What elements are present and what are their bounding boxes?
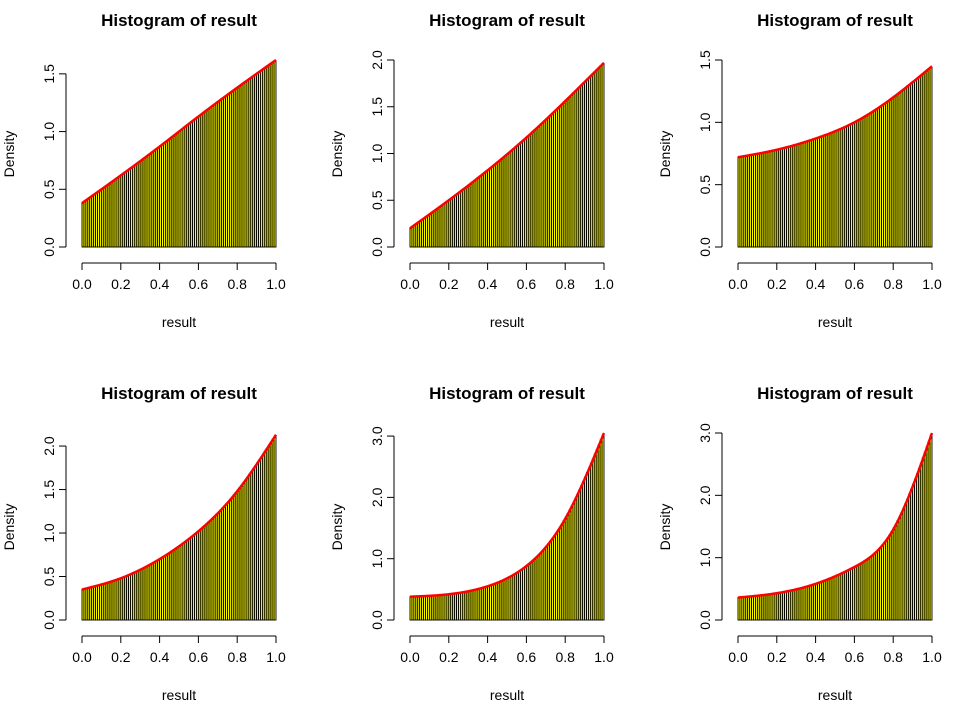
y-tick-label: 2.0 [41, 436, 57, 456]
x-tick-label: 0.4 [150, 649, 170, 665]
x-axis-label: result [490, 687, 524, 703]
histogram-bar [929, 435, 933, 621]
x-tick-label: 0.0 [72, 276, 92, 292]
y-axis-label: Density [1, 504, 17, 551]
x-tick-label: 0.6 [845, 276, 865, 292]
y-tick-label: 1.0 [41, 523, 57, 543]
x-tick-label: 0.4 [478, 276, 498, 292]
x-axis-label: result [818, 687, 852, 703]
chart-title: Histogram of result [101, 11, 257, 30]
x-tick-label: 0.2 [111, 649, 131, 665]
x-tick-label: 0.8 [555, 649, 575, 665]
histogram-panel-5: 0.0 0.2 0.4 0.6 0.8 1.0 0.0 1.0 2.0 3.0 Histogram … [329, 384, 614, 703]
x-tick-label: 1.0 [266, 276, 286, 292]
histogram-panel-6: 0.0 0.2 0.4 0.6 0.8 1.0 0.0 1.0 2.0 3.0 Histogram … [657, 384, 942, 703]
y-tick-label: 0.0 [41, 610, 57, 630]
y-tick-label: 1.5 [41, 64, 57, 84]
y-tick-label: 3.0 [697, 423, 713, 443]
y-tick-label: 0.5 [697, 175, 713, 195]
y-tick-label: 0.0 [697, 237, 713, 257]
y-tick-label: 2.0 [369, 487, 385, 507]
density-curve [409, 432, 606, 598]
chart-title: Histogram of result [429, 384, 585, 403]
y-tick-label: 1.0 [41, 122, 57, 142]
y-tick-label: 2.0 [369, 50, 385, 70]
y-axis-label: Density [329, 131, 345, 178]
density-curve [81, 434, 278, 591]
x-tick-label: 0.0 [728, 276, 748, 292]
x-tick-label: 0.0 [72, 649, 92, 665]
x-axis-label: result [818, 314, 852, 330]
histogram-bar [273, 60, 277, 248]
x-tick-label: 1.0 [922, 649, 942, 665]
y-tick-label: 1.0 [369, 549, 385, 569]
x-tick-label: 0.2 [767, 649, 787, 665]
x-tick-label: 0.6 [845, 649, 865, 665]
y-axis-label: Density [657, 131, 673, 178]
density-curve [81, 58, 277, 205]
y-tick-label: 1.0 [369, 144, 385, 164]
x-tick-label: 0.6 [189, 276, 209, 292]
histogram-panel-1: 0.0 0.2 0.4 0.6 0.8 1.0 0.0 0.5 1.0 1.5 Histogram … [1, 11, 286, 330]
density-curve [737, 65, 933, 159]
chart-title: Histogram of result [101, 384, 257, 403]
y-tick-label: 1.5 [369, 97, 385, 117]
x-tick-label: 0.6 [189, 649, 209, 665]
x-tick-label: 0.8 [227, 649, 247, 665]
chart-title: Histogram of result [429, 11, 585, 30]
y-tick-label: 0.0 [697, 610, 713, 630]
y-tick-label: 0.0 [369, 610, 385, 630]
density-curve [409, 61, 605, 230]
x-tick-label: 0.2 [111, 276, 131, 292]
histogram-bar [929, 66, 933, 248]
x-tick-label: 0.4 [150, 276, 170, 292]
x-tick-label: 0.2 [439, 276, 459, 292]
x-axis-label: result [490, 314, 524, 330]
histogram-bar [273, 435, 277, 621]
y-tick-label: 1.0 [697, 112, 713, 132]
x-tick-label: 0.0 [728, 649, 748, 665]
x-tick-label: 0.4 [806, 276, 826, 292]
chart-title: Histogram of result [757, 384, 913, 403]
x-tick-label: 0.2 [767, 276, 787, 292]
x-tick-label: 0.8 [555, 276, 575, 292]
x-axis-label: result [162, 314, 196, 330]
histogram-panel-2: 0.0 0.2 0.4 0.6 0.8 1.0 0.0 0.5 1.0 1.5 2.0 Histogr… [329, 11, 614, 330]
y-tick-label: 0.5 [369, 190, 385, 210]
x-tick-label: 1.0 [266, 649, 286, 665]
x-tick-label: 0.8 [227, 276, 247, 292]
histogram-bar [601, 434, 605, 621]
y-tick-label: 2.0 [697, 485, 713, 505]
histogram-panel-4: 0.0 0.2 0.4 0.6 0.8 1.0 0.0 0.5 1.0 1.5 2.0 Histogr… [1, 384, 286, 703]
histogram-panel-3: 0.0 0.2 0.4 0.6 0.8 1.0 0.0 0.5 1.0 1.5 Histogram … [657, 11, 942, 330]
y-axis-label: Density [1, 131, 17, 178]
y-tick-label: 1.0 [697, 548, 713, 568]
x-tick-label: 0.4 [806, 649, 826, 665]
density-curve [737, 432, 934, 599]
y-tick-label: 0.5 [41, 567, 57, 587]
y-axis-label: Density [329, 504, 345, 551]
x-tick-label: 0.4 [478, 649, 498, 665]
x-tick-label: 0.6 [517, 276, 537, 292]
y-tick-label: 1.5 [697, 50, 713, 70]
y-tick-label: 0.5 [41, 179, 57, 199]
y-tick-label: 0.0 [369, 237, 385, 257]
chart-title: Histogram of result [757, 11, 913, 30]
histogram-bar [601, 63, 605, 248]
x-tick-label: 1.0 [594, 276, 614, 292]
y-tick-label: 1.5 [41, 480, 57, 500]
x-tick-label: 1.0 [922, 276, 942, 292]
x-tick-label: 0.0 [400, 276, 420, 292]
x-tick-label: 0.0 [400, 649, 420, 665]
y-tick-label: 3.0 [369, 426, 385, 446]
y-axis-label: Density [657, 504, 673, 551]
x-tick-label: 0.2 [439, 649, 459, 665]
x-tick-label: 0.8 [883, 649, 903, 665]
x-tick-label: 0.6 [517, 649, 537, 665]
x-tick-label: 1.0 [594, 649, 614, 665]
x-tick-label: 0.8 [883, 276, 903, 292]
x-axis-label: result [162, 687, 196, 703]
y-tick-label: 0.0 [41, 237, 57, 257]
